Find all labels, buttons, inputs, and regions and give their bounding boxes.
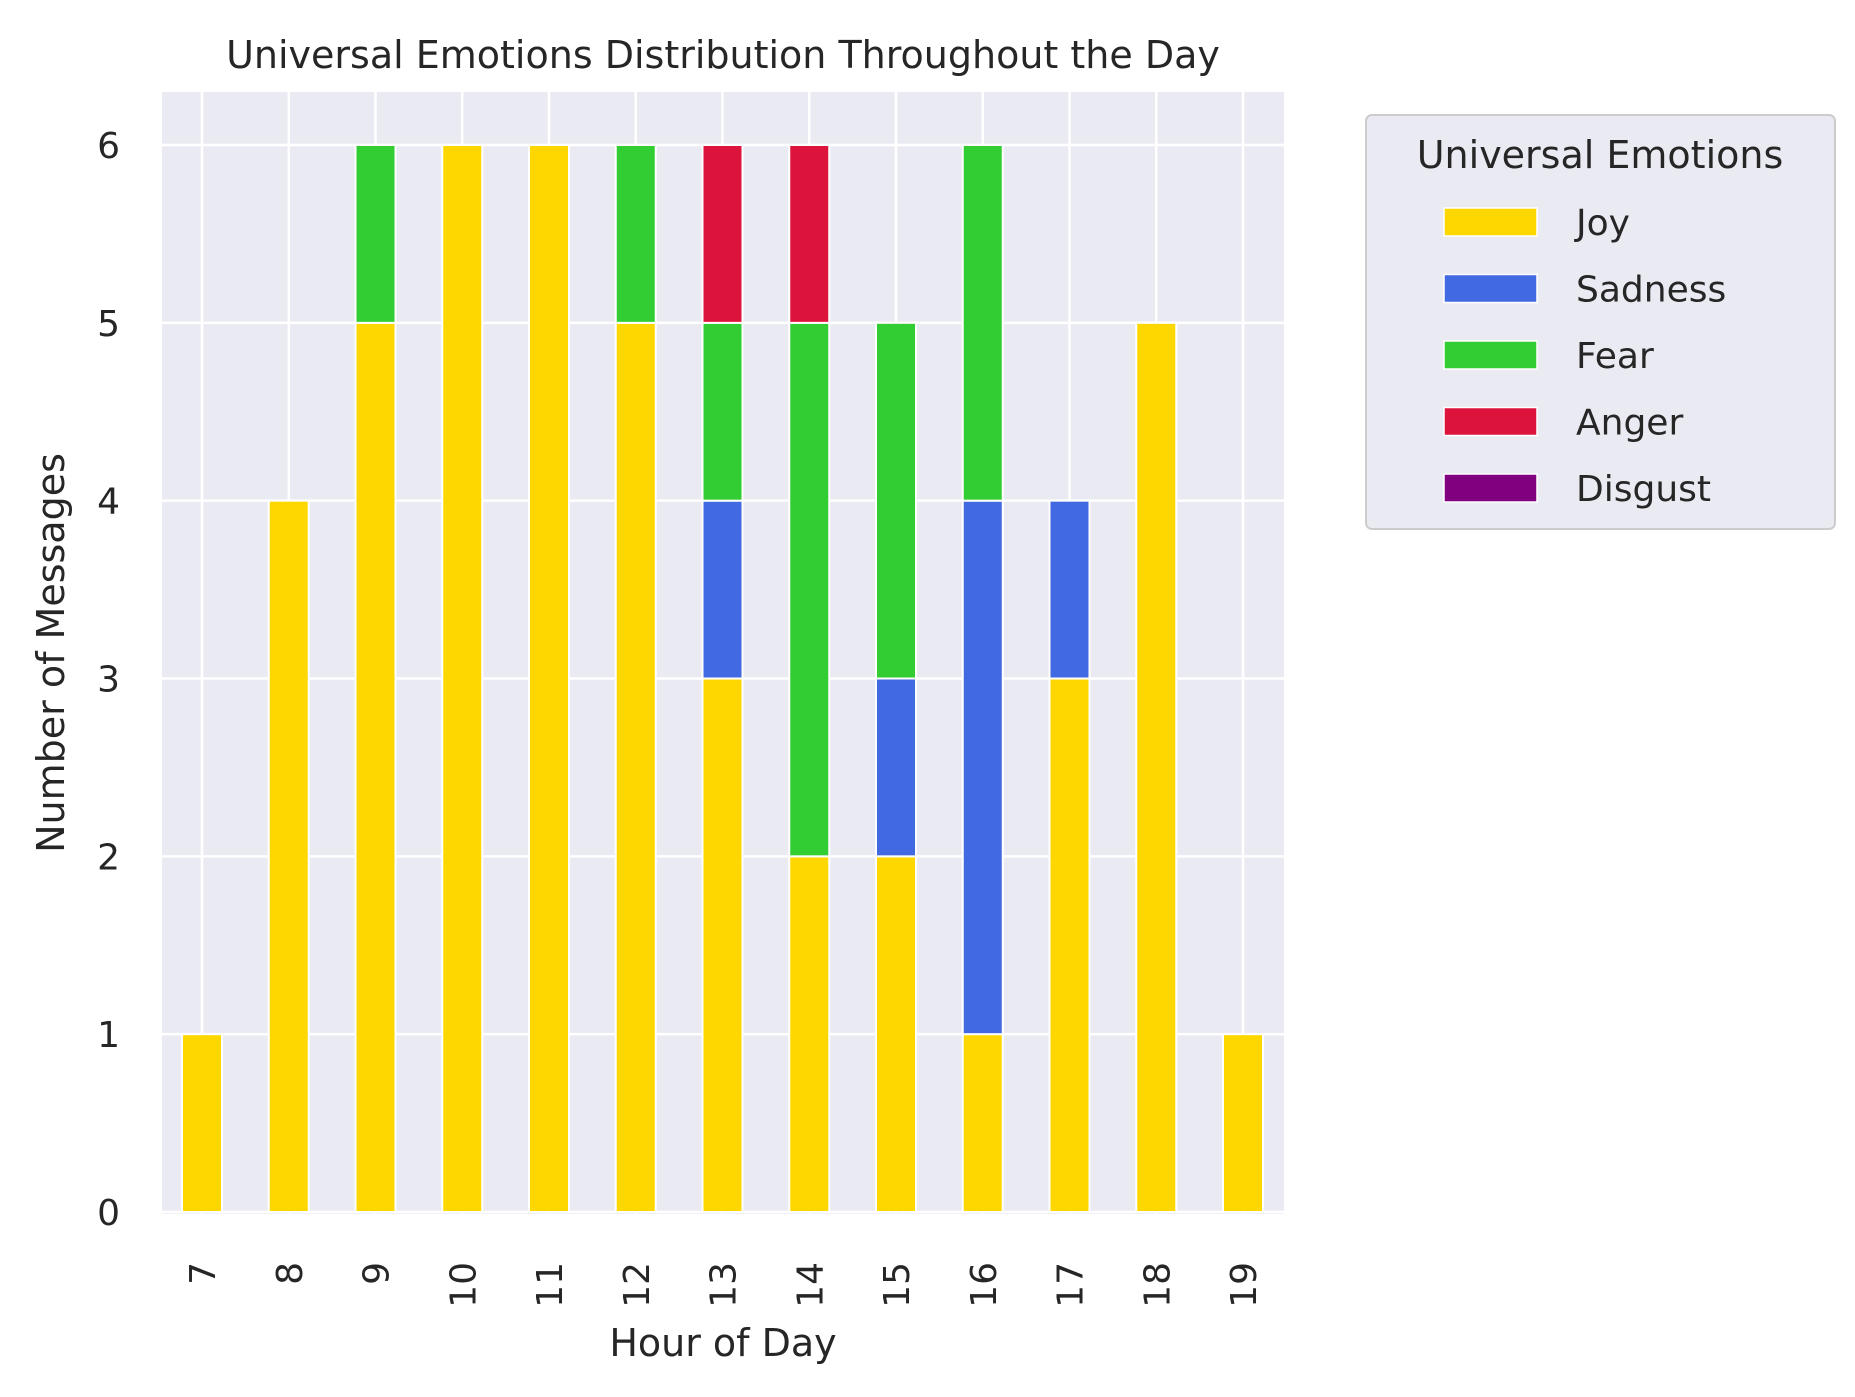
bar-segment-sadness [701,499,744,680]
x-tick-label: 14 [790,1262,831,1308]
bar-segment-joy [875,855,917,1213]
legend-swatch-sadness [1443,273,1538,304]
bar-segment-joy [614,321,657,1214]
legend-title: Universal Emotions [1417,133,1784,177]
y-tick-labels: 0 1 2 3 4 5 6 [97,126,120,1234]
x-tick-label: 8 [270,1262,311,1285]
bar-segment-anger [701,144,744,324]
y-tick-label: 5 [97,304,120,345]
bars [181,144,1264,1214]
bar-segment-joy [1135,321,1178,1214]
x-axis-label: Hour of Day [609,1321,836,1365]
bar-segment-joy [788,855,831,1213]
bar-segment-joy [354,321,397,1214]
y-tick-label: 2 [97,837,120,878]
y-tick-label: 1 [97,1015,120,1056]
legend: Universal Emotions Joy Sadness Fear Anger Di… [1365,114,1836,530]
bar-segment-sadness [1048,499,1091,680]
x-tick-labels: 7 8 9 10 11 12 13 14 15 16 17 18 19 [183,1262,1265,1308]
bar-segment-fear [701,321,744,502]
bar-segment-fear [788,321,831,858]
x-tick-label: 7 [183,1262,224,1285]
bar-segment-fear [614,144,657,324]
bar-segment-joy [441,144,484,1213]
legend-box [1365,114,1836,530]
bar-segment-sadness [961,499,1004,1036]
x-tick-label: 17 [1051,1262,1092,1308]
bar-segment-joy [1048,677,1091,1213]
x-tick-label: 12 [617,1262,658,1308]
bar-segment-fear [875,321,917,680]
legend-label-disgust: Disgust [1576,469,1711,510]
bar-segment-anger [788,144,831,324]
bar-segment-joy [1222,1033,1264,1213]
legend-label-fear: Fear [1576,336,1654,377]
legend-swatch-anger [1443,406,1538,437]
legend-swatch-disgust [1443,473,1538,503]
legend-label-joy: Joy [1574,203,1630,244]
x-tick-label: 15 [877,1262,918,1308]
bar-segment-joy [181,1033,223,1213]
bar-segment-joy [701,677,744,1213]
bar-segment-joy [961,1033,1004,1213]
y-tick-label: 6 [97,126,120,167]
legend-items: Joy Sadness Fear Anger Disgust [1443,203,1726,510]
x-tick-label: 11 [530,1262,571,1308]
bar-segment-joy [528,144,570,1213]
x-tick-label: 9 [357,1262,398,1285]
y-axis-label: Number of Messages [29,453,73,853]
x-tick-label: 13 [704,1262,745,1308]
y-tick-label: 3 [97,660,120,701]
x-tick-label: 18 [1137,1262,1178,1308]
x-tick-label: 16 [964,1262,1005,1308]
chart-title: Universal Emotions Distribution Througho… [226,33,1220,77]
legend-label-sadness: Sadness [1576,270,1726,311]
bar-segment-joy [267,499,310,1213]
y-tick-label: 4 [97,482,120,523]
x-tick-label: 19 [1224,1262,1265,1308]
legend-swatch-fear [1443,340,1538,370]
bar-segment-sadness [875,677,917,858]
legend-swatch-joy [1443,207,1538,237]
bar-segment-fear [354,144,397,324]
x-tick-label: 10 [443,1262,484,1308]
legend-label-anger: Anger [1576,403,1683,444]
bar-segment-fear [961,144,1004,502]
y-tick-label: 0 [97,1193,120,1234]
